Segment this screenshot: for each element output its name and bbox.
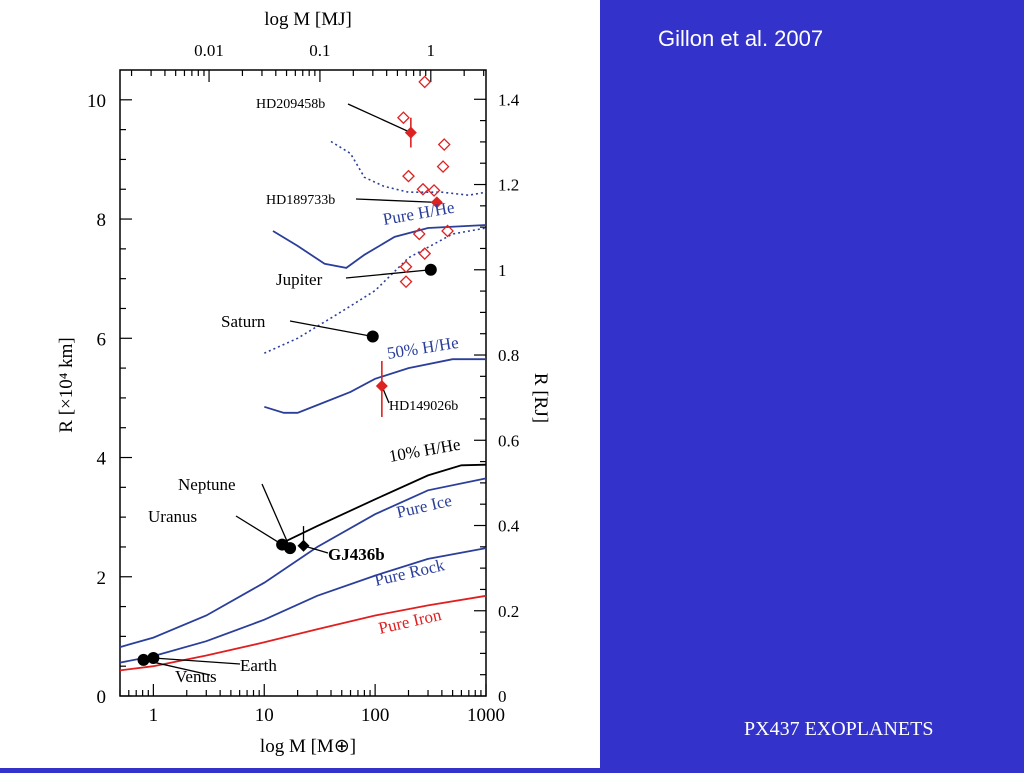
uranus-leader <box>235 515 283 546</box>
exoplanet-open-marker <box>441 224 454 238</box>
saturn-label: Saturn <box>221 312 266 331</box>
hd189733b-label: HD189733b <box>266 193 335 208</box>
y-tick-label-right: 0.6 <box>498 431 519 450</box>
y-tick-label-right: 1 <box>498 261 507 280</box>
neptune-leader <box>261 483 291 549</box>
y-tick-label-left: 6 <box>97 329 107 350</box>
saturn-marker <box>366 330 379 343</box>
y-tick-label-right: 1.4 <box>498 90 520 109</box>
50-h-he-curve-label: 50% H/He <box>386 333 460 363</box>
uranus-label: Uranus <box>148 507 197 526</box>
10-h-he-curve-label: 10% H/He <box>387 435 461 466</box>
pure-h-he-curve <box>272 224 487 269</box>
x-axis-label-top: log M [MJ] <box>264 9 352 30</box>
jupiter-label: Jupiter <box>276 270 323 289</box>
hd189733b-marker <box>430 196 443 209</box>
y-tick-label-right: 0.2 <box>498 602 519 621</box>
exoplanet-open-marker <box>399 260 413 274</box>
y-tick-label-right: 1.2 <box>498 176 519 195</box>
x-tick-label-top: 0.1 <box>309 41 330 60</box>
y-axis-label-right: R [RJ] <box>530 373 551 423</box>
neptune-marker <box>284 542 297 555</box>
y-tick-label-left: 8 <box>97 210 107 231</box>
hd209458b-marker <box>404 126 417 139</box>
y-axis-label-left: R [×10⁴ km] <box>56 337 77 432</box>
50-h-he-curve <box>264 358 486 414</box>
exoplanet-open-marker <box>402 169 415 183</box>
x-tick-label-top: 1 <box>427 41 436 60</box>
exoplanet-open-marker <box>399 275 413 289</box>
gj436b-label: GJ436b <box>328 545 385 564</box>
venus-label: Venus <box>175 667 217 686</box>
exoplanet-open-marker <box>418 75 432 89</box>
pure-rock-curve <box>119 547 487 664</box>
exoplanet-open-marker <box>412 227 426 241</box>
10-h-he-curve <box>283 463 487 544</box>
x-tick-label-bottom: 100 <box>361 705 390 726</box>
pure-h-he-curve-label: Pure H/He <box>381 198 455 229</box>
pure-ice-curve <box>119 477 487 648</box>
exoplanet-open-marker <box>418 247 432 261</box>
x-tick-label-bottom: 1000 <box>467 705 505 726</box>
exoplanet-open-marker <box>416 182 430 196</box>
y-tick-label-right: 0 <box>498 687 507 706</box>
saturn-leader <box>289 320 373 338</box>
exoplanet-open-marker <box>437 138 451 151</box>
x-tick-label-bottom: 10 <box>255 705 274 726</box>
y-tick-label-left: 0 <box>97 687 107 708</box>
hd209458b-label: HD209458b <box>256 97 325 112</box>
y-tick-label-right: 0.4 <box>498 517 520 536</box>
exoplanet-open-marker <box>427 184 441 197</box>
hd189733b-leader <box>355 198 437 204</box>
jupiter-leader <box>345 269 431 279</box>
y-tick-label-right: 0.8 <box>498 346 519 365</box>
dotted-model-curve <box>263 227 487 354</box>
y-tick-label-left: 2 <box>97 568 107 589</box>
y-tick-label-left: 4 <box>97 449 107 470</box>
y-tick-label-left: 10 <box>87 91 106 112</box>
exoplanet-open-marker <box>397 111 410 125</box>
x-tick-label-top: 0.01 <box>194 41 224 60</box>
exoplanet-open-marker <box>436 160 450 174</box>
neptune-label: Neptune <box>178 475 236 494</box>
earth-leader <box>153 657 241 665</box>
gj436b-marker <box>297 539 310 552</box>
figure-panel: 1 10 100 1000 0.01 0.1 1 0 2 4 6 8 10 0 0.2 0.4 0.6 0.8 1 1… <box>0 0 600 768</box>
jupiter-marker <box>424 263 437 276</box>
citation-text: Gillon et al. 2007 <box>658 26 824 51</box>
venus-marker <box>137 653 150 666</box>
hd209458b-leader <box>347 103 412 134</box>
earth-marker <box>147 652 160 665</box>
earth-label: Earth <box>240 656 277 675</box>
footer-text: PX437 EXOPLANETS <box>744 718 934 740</box>
hd149026b-marker <box>375 379 388 392</box>
x-axis-label-bottom: log M [M⊕] <box>260 736 356 757</box>
pure-ice-curve-label: Pure Ice <box>395 491 454 522</box>
dotted-model-curve <box>330 140 487 197</box>
x-tick-label-bottom: 1 <box>149 705 159 726</box>
hd149026b-label: HD149026b <box>389 399 458 414</box>
pure-iron-curve-label: Pure Iron <box>377 605 444 638</box>
